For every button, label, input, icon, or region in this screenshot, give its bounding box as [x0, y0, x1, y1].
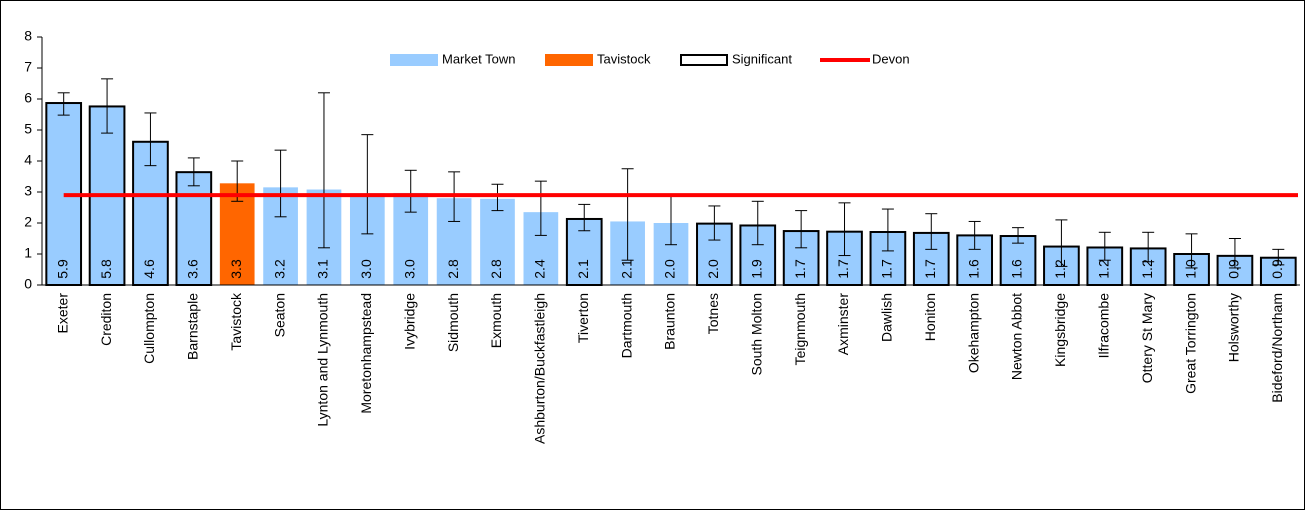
x-tick-label: Cullompton	[141, 293, 157, 364]
value-label: 1.2	[1052, 259, 1068, 279]
x-tick-label: Teignmouth	[792, 293, 808, 365]
value-label: 1.7	[922, 259, 938, 279]
x-tick-label: Crediton	[98, 293, 114, 346]
x-tick-label: Exmouth	[488, 293, 504, 348]
value-label: 2.8	[488, 259, 504, 279]
x-tick-label: Moretonhampstead	[358, 293, 374, 414]
value-label: 1.9	[748, 259, 764, 279]
y-tick-label: 8	[24, 28, 32, 44]
x-tick-label: Axminster	[835, 293, 851, 356]
x-tick-label: Ivybridge	[401, 293, 417, 350]
x-tick-label: Ottery St Mary	[1139, 293, 1155, 383]
x-tick-label: Lynton and Lynmouth	[315, 293, 331, 427]
value-label: 2.4	[532, 259, 548, 279]
x-tick-label: Holsworthy	[1226, 293, 1242, 362]
x-tick-label: Bideford/Northam	[1269, 293, 1285, 403]
value-label: 4.6	[141, 259, 157, 279]
legend-label: Devon	[872, 51, 910, 66]
value-label: 2.0	[662, 259, 678, 279]
value-label: 1.6	[965, 259, 981, 279]
x-tick-label: Honiton	[922, 293, 938, 341]
x-tick-label: Dartmouth	[618, 293, 634, 358]
value-label: 1.0	[1182, 259, 1198, 279]
x-tick-label: Great Torrington	[1182, 293, 1198, 394]
value-label: 1.7	[835, 259, 851, 279]
x-tick-label: Tiverton	[575, 293, 591, 343]
x-tick-label: Sidmouth	[445, 293, 461, 352]
value-label: 3.1	[315, 259, 331, 279]
value-label: 3.3	[228, 259, 244, 279]
value-label: 1.2	[1095, 259, 1111, 279]
value-label: 2.0	[705, 259, 721, 279]
value-label: 2.1	[575, 259, 591, 279]
x-tick-label: Tavistock	[228, 292, 244, 351]
value-label: 1.7	[792, 259, 808, 279]
x-tick-label: Barnstaple	[185, 293, 201, 360]
y-tick-label: 3	[24, 183, 32, 199]
bar	[175, 171, 213, 286]
bar	[480, 198, 515, 285]
x-tick-label: Dawlish	[879, 293, 895, 342]
x-tick-label: Exeter	[54, 293, 70, 334]
value-label: 1.7	[879, 259, 895, 279]
x-tick-label: Newton Abbot	[1009, 293, 1025, 380]
x-tick-label: Ilfracombe	[1095, 293, 1111, 359]
value-label: 3.6	[185, 259, 201, 279]
value-label: 5.8	[98, 259, 114, 279]
y-tick-label: 4	[24, 152, 32, 168]
y-tick-label: 2	[24, 214, 32, 230]
y-tick-label: 6	[24, 90, 32, 106]
legend-label: Tavistock	[597, 51, 651, 66]
value-label: 3.0	[358, 259, 374, 279]
legend-swatch	[545, 54, 593, 66]
value-label: 2.1	[618, 259, 634, 279]
legend: Market Town Tavistock Significant Devon	[390, 51, 910, 66]
x-tick-label: Totnes	[705, 293, 721, 334]
x-tick-label: Kingsbridge	[1052, 293, 1068, 367]
x-tick-label: Seaton	[271, 293, 287, 337]
legend-label: Market Town	[442, 51, 515, 66]
y-tick-label: 5	[24, 121, 32, 137]
legend-swatch	[390, 54, 438, 66]
legend-swatch	[680, 54, 728, 66]
value-label: 5.9	[54, 259, 70, 279]
y-tick-label: 7	[24, 59, 32, 75]
y-tick-label: 1	[24, 245, 32, 261]
value-label: 3.0	[401, 259, 417, 279]
bar	[999, 235, 1037, 287]
x-tick-label: Okehampton	[965, 293, 981, 373]
bar	[912, 231, 950, 286]
value-label: 0.9	[1269, 259, 1285, 279]
value-label: 3.2	[271, 259, 287, 279]
x-tick-label: South Molton	[748, 293, 764, 376]
value-label: 1.6	[1009, 259, 1025, 279]
value-label: 1.2	[1139, 259, 1155, 279]
value-label: 2.8	[445, 259, 461, 279]
x-tick-label: Ashburton/Buckfastleigh	[532, 293, 548, 444]
value-label: 0.9	[1226, 259, 1242, 279]
legend-label: Significant	[732, 51, 792, 66]
y-tick-label: 0	[24, 276, 32, 292]
x-tick-label: Braunton	[662, 293, 678, 350]
